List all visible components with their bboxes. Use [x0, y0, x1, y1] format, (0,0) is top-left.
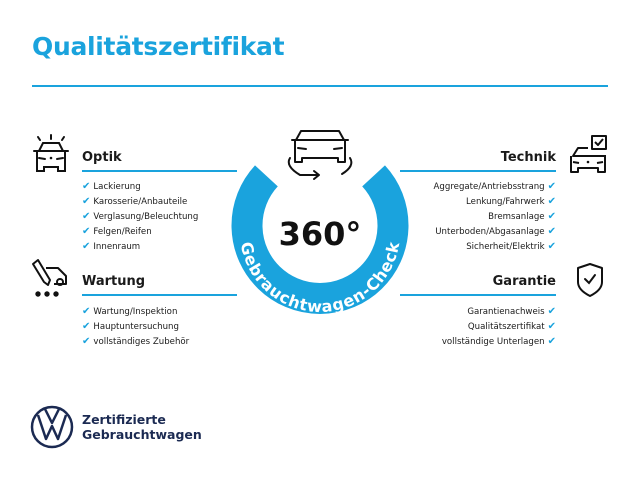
list-garantie: Garantienachweis ✔ Qualitätszertifikat ✔ v… — [442, 304, 556, 349]
shield-check-icon — [577, 263, 603, 297]
list-item: ✔ Innenraum — [82, 241, 141, 252]
car-rotate-icon — [287, 130, 353, 180]
check-icon: ✔ — [547, 211, 556, 222]
car-check-icon — [570, 135, 607, 173]
check-icon: ✔ — [547, 336, 556, 347]
check-icon: ✔ — [547, 321, 556, 332]
service-tools-icon — [32, 259, 67, 297]
list-item: ✔ Lackierung — [82, 181, 141, 192]
list-item: ✔ Verglasung/Beleuchtung — [82, 211, 199, 222]
list-wartung: ✔ Wartung/Inspektion ✔ Hauptuntersuchung ✔… — [82, 304, 189, 349]
list-technik: Aggregate/Antriebsstrang ✔ Lenkung/Fahrwe… — [434, 179, 556, 254]
section-divider-garantie — [400, 294, 556, 296]
list-item: Garantienachweis ✔ — [467, 306, 556, 317]
list-item: vollständige Unterlagen ✔ — [441, 336, 556, 347]
list-item: ✔ Hauptuntersuchung — [82, 321, 179, 332]
ring-arc — [231, 165, 409, 314]
list-item: ✔ Felgen/Reifen — [82, 226, 152, 237]
section-divider-optik — [82, 170, 237, 172]
check-icon: ✔ — [82, 181, 91, 192]
car-lights-icon — [33, 134, 69, 172]
brand-name: Zertifizierte Gebrauchtwagen — [82, 412, 202, 442]
check-icon: ✔ — [547, 196, 556, 207]
section-heading-wartung: Wartung — [82, 274, 146, 289]
check-icon: ✔ — [82, 321, 91, 332]
check-icon: ✔ — [82, 336, 91, 347]
check-icon: ✔ — [82, 226, 91, 237]
check-icon: ✔ — [547, 226, 556, 237]
check-icon: ✔ — [547, 306, 556, 317]
title-divider — [32, 85, 608, 87]
check-icon: ✔ — [547, 181, 556, 192]
check-360-badge: Gebrauchtwagen-Check 360° — [231, 130, 409, 316]
check-icon: ✔ — [82, 196, 91, 207]
section-heading-garantie: Garantie — [492, 274, 556, 289]
check-icon: ✔ — [547, 241, 556, 252]
check-icon: ✔ — [82, 241, 91, 252]
page-title: Qualitätszertifikat — [32, 32, 285, 61]
section-heading-optik: Optik — [82, 150, 122, 165]
list-item: ✔ vollständiges Zubehör — [82, 336, 190, 347]
list-item: Sicherheit/Elektrik ✔ — [466, 241, 556, 252]
list-item: Lenkung/Fahrwerk ✔ — [466, 196, 556, 207]
list-item: Unterboden/Abgasanlage ✔ — [435, 226, 556, 237]
section-divider-wartung — [82, 294, 237, 296]
list-item: Qualitätszertifikat ✔ — [467, 321, 556, 332]
vw-logo — [30, 405, 74, 449]
list-item: Bremsanlage ✔ — [488, 211, 556, 222]
list-item: ✔ Karosserie/Anbauteile — [82, 196, 188, 207]
check-icon: ✔ — [82, 211, 91, 222]
check-icon: ✔ — [82, 306, 91, 317]
list-optik: ✔ Lackierung ✔ Karosserie/Anbauteile ✔ Verg… — [82, 179, 198, 254]
section-divider-technik — [400, 170, 556, 172]
list-item: ✔ Wartung/Inspektion — [82, 306, 178, 317]
section-heading-technik: Technik — [500, 150, 556, 165]
360-label: 360° — [279, 215, 362, 253]
list-item: Aggregate/Antriebsstrang ✔ — [433, 181, 556, 192]
